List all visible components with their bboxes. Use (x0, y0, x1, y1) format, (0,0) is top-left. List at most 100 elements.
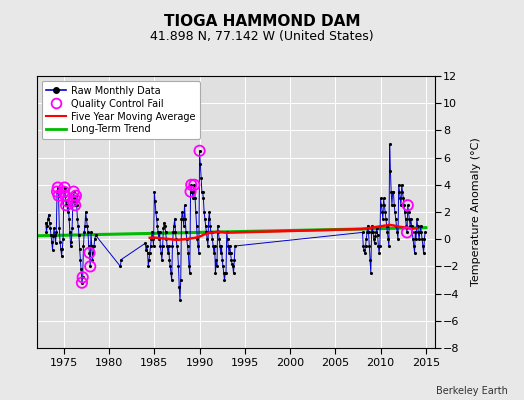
Point (75, 232, 83, 238)
Point (209, 243, 217, 249)
Point (177, 216, 185, 222)
Point (56, 239, 64, 245)
Point (383, 222, 391, 229)
Point (204, 216, 213, 222)
Point (390, 202, 398, 208)
Point (199, 188, 207, 195)
Point (189, 195, 197, 202)
Point (80, 229, 89, 236)
Point (412, 236, 420, 242)
Point (366, 256, 374, 263)
Point (213, 222, 222, 229)
Point (60, 188, 68, 195)
Point (187, 182, 195, 188)
Point (144, 250, 152, 256)
Point (58, 246, 67, 252)
Point (51, 232, 59, 238)
Point (44, 216, 52, 222)
Point (86, 263, 94, 270)
Point (41, 220, 50, 226)
Point (212, 256, 221, 263)
Text: TIOGA HAMMOND DAM: TIOGA HAMMOND DAM (163, 14, 361, 29)
Text: 41.898 N, 77.142 W (United States): 41.898 N, 77.142 W (United States) (150, 30, 374, 43)
Point (417, 229, 425, 236)
Point (85, 250, 94, 256)
Point (75, 246, 84, 252)
Point (167, 270, 175, 276)
Point (372, 229, 380, 236)
Point (230, 270, 238, 276)
Point (151, 209, 160, 215)
Point (407, 216, 415, 222)
Point (231, 243, 239, 249)
Point (48, 239, 56, 245)
Point (214, 229, 223, 236)
Point (163, 250, 172, 256)
Point (187, 188, 195, 195)
Point (79, 274, 87, 280)
Point (395, 182, 403, 188)
Point (82, 216, 91, 222)
Point (218, 256, 226, 263)
Point (70, 195, 79, 202)
Point (223, 236, 232, 242)
Point (74, 222, 82, 229)
Point (73, 216, 82, 222)
Point (221, 270, 230, 276)
Point (53, 184, 62, 191)
Point (42, 229, 51, 236)
Point (371, 233, 379, 240)
Point (86, 263, 94, 270)
Point (61, 192, 70, 199)
Point (60, 184, 69, 191)
Point (178, 209, 187, 215)
Point (377, 202, 386, 208)
Point (230, 256, 238, 263)
Point (224, 243, 233, 249)
Point (79, 243, 88, 249)
Point (199, 195, 208, 202)
Point (373, 225, 381, 232)
Point (151, 198, 159, 204)
Point (378, 209, 386, 215)
Point (72, 192, 80, 199)
Point (367, 229, 376, 236)
Point (408, 229, 417, 236)
Point (228, 260, 236, 267)
Point (396, 195, 405, 202)
Point (117, 256, 125, 263)
Point (379, 216, 387, 222)
Point (380, 202, 389, 208)
Point (155, 236, 163, 242)
Point (173, 250, 182, 256)
Point (405, 216, 413, 222)
Point (386, 141, 394, 147)
Point (392, 222, 401, 229)
Point (83, 222, 91, 229)
Point (159, 225, 168, 232)
Point (154, 229, 162, 236)
Point (206, 222, 214, 229)
Point (410, 250, 419, 256)
Point (177, 277, 185, 283)
Point (375, 250, 383, 256)
Point (157, 250, 166, 256)
Point (161, 229, 170, 236)
Point (398, 182, 406, 188)
Point (61, 192, 70, 199)
Point (53, 188, 61, 195)
Point (190, 182, 199, 188)
Point (381, 209, 389, 215)
Point (180, 222, 188, 229)
Point (191, 195, 199, 202)
Point (63, 198, 71, 204)
Point (383, 229, 391, 236)
Point (228, 263, 237, 270)
Point (165, 243, 173, 249)
Point (211, 270, 220, 276)
Point (149, 236, 157, 242)
Point (45, 220, 53, 226)
Point (185, 263, 193, 270)
Point (67, 243, 75, 249)
Point (54, 192, 63, 199)
